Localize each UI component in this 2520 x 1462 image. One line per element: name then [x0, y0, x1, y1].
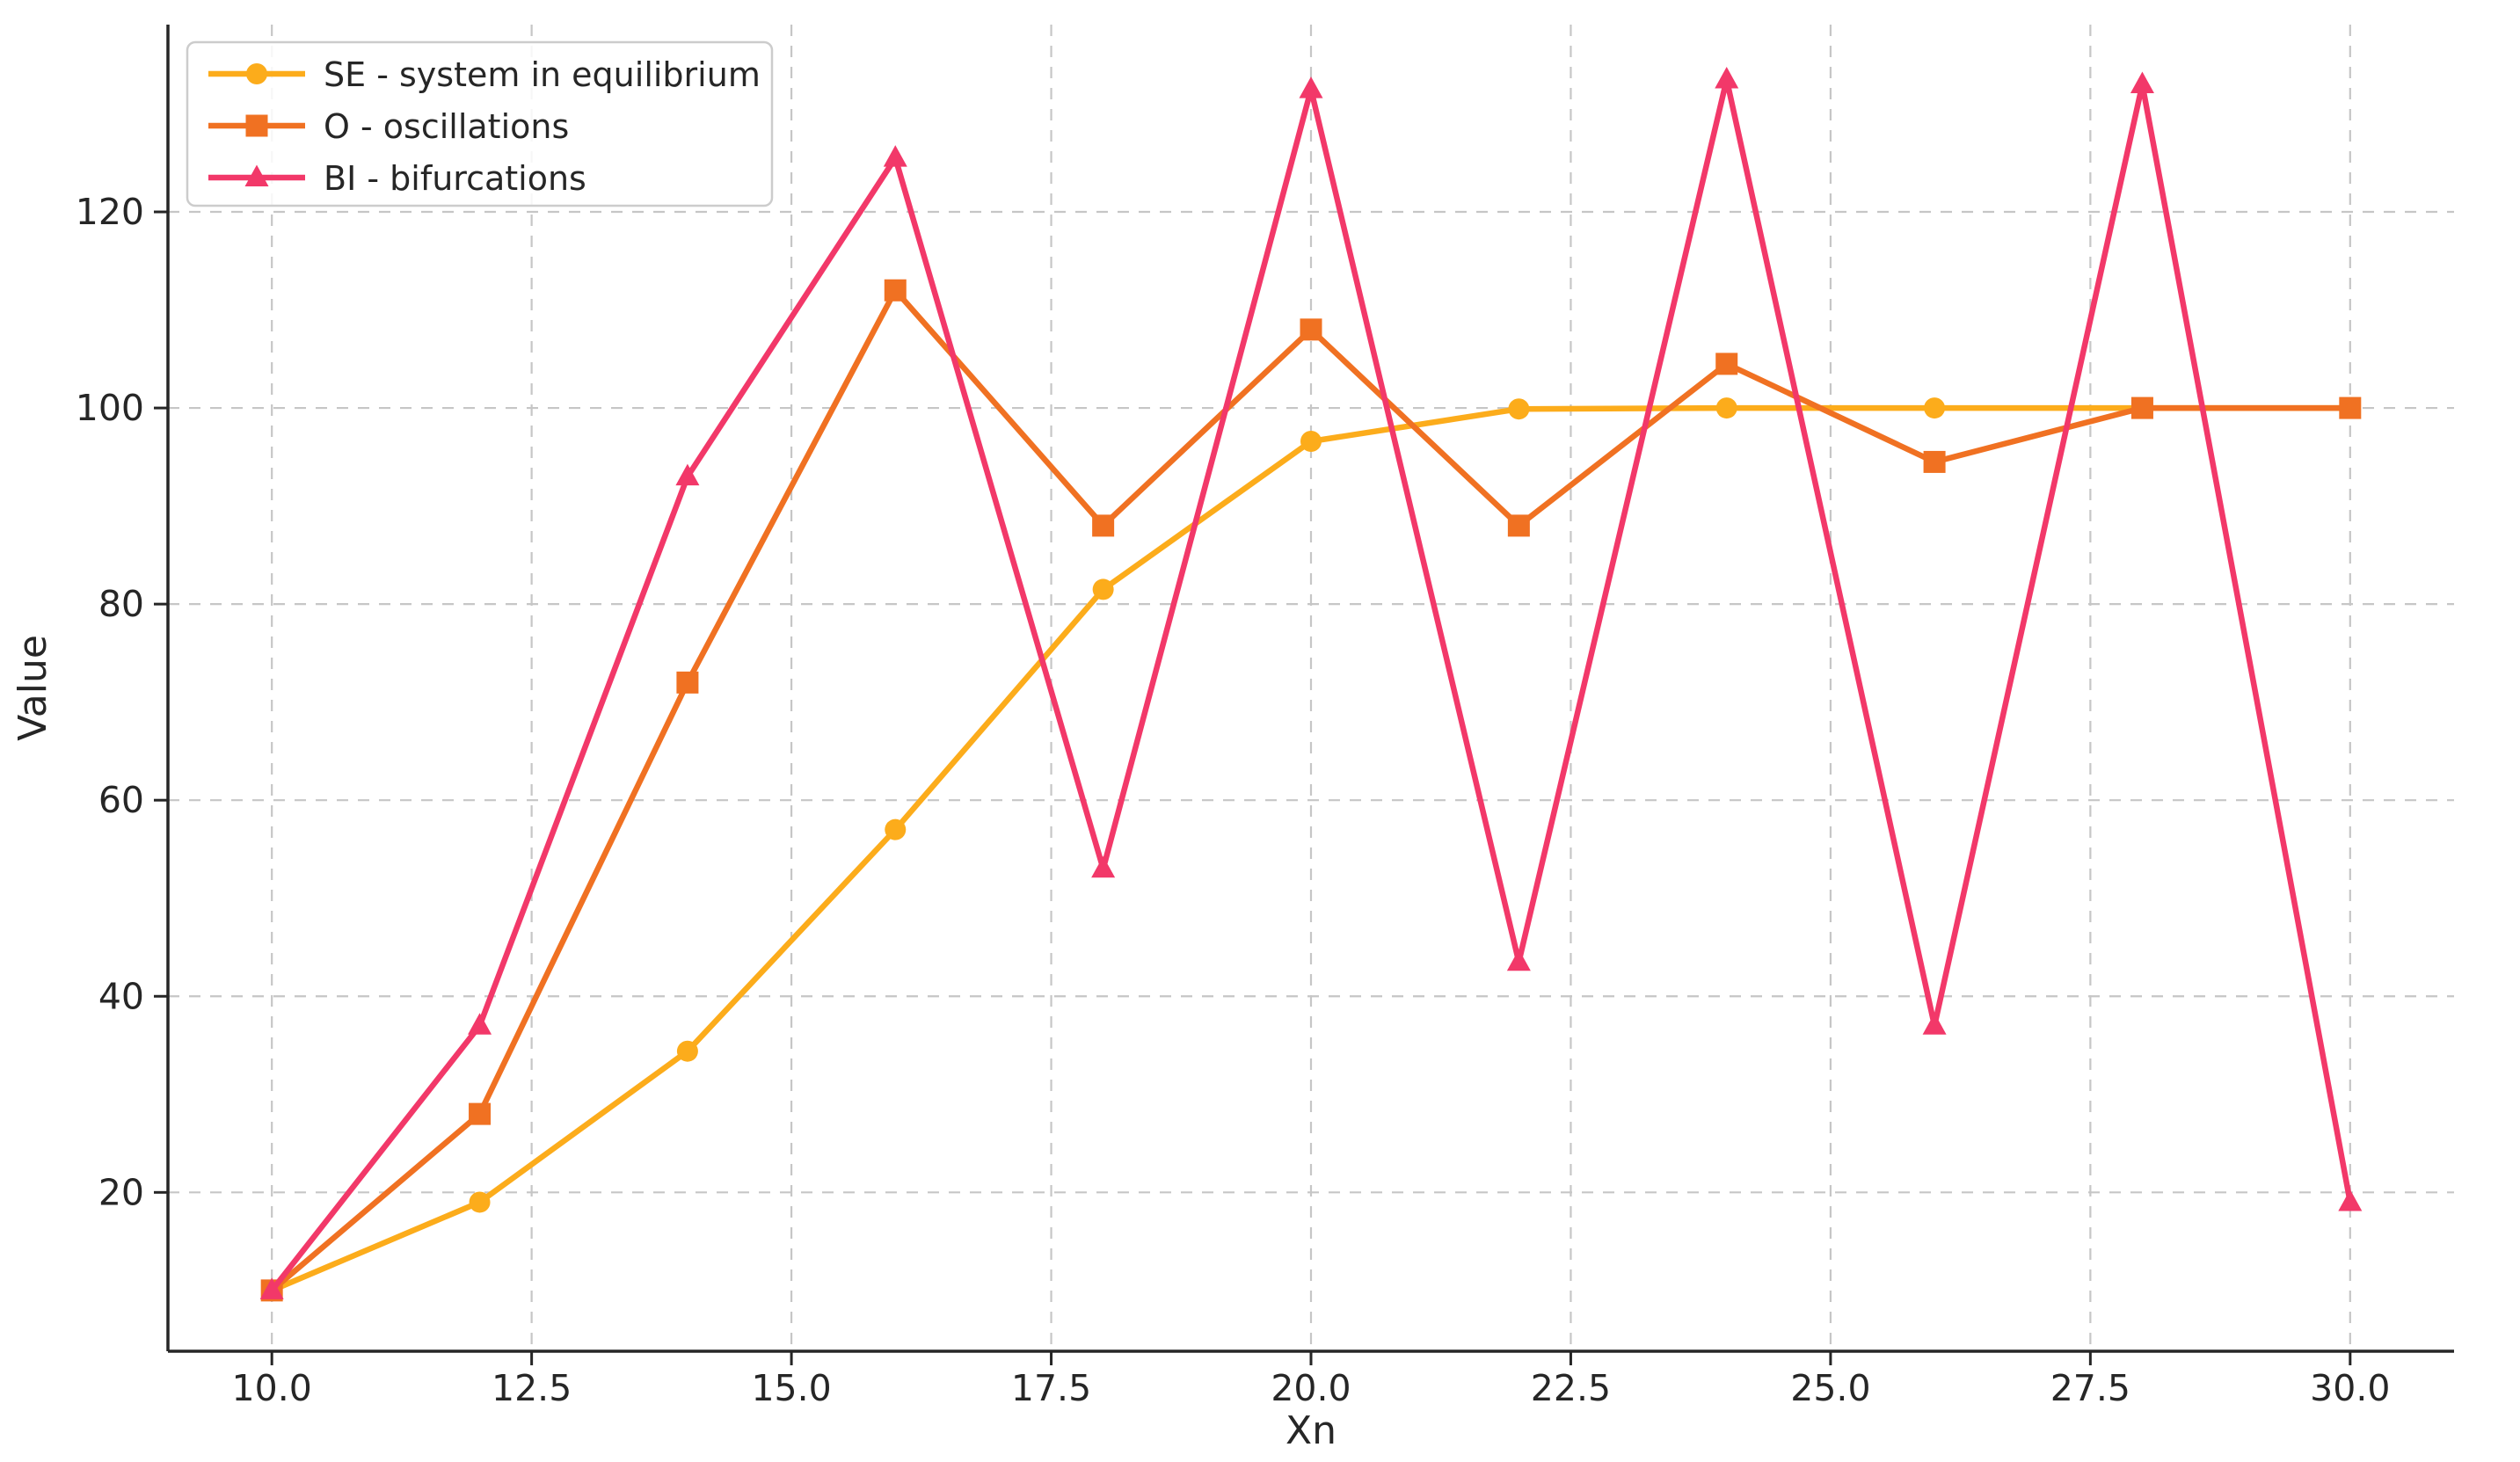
data-point-triangle [2338, 1189, 2363, 1211]
x-tick-label: 27.5 [2050, 1367, 2130, 1409]
legend-item: BI - bifurcations [208, 159, 586, 198]
legend-label: O - oscillations [324, 107, 569, 146]
x-axis-label: Xn [1285, 1408, 1336, 1453]
data-point-triangle [1506, 949, 1531, 971]
x-tick-label: 12.5 [492, 1367, 572, 1409]
data-point-triangle [883, 145, 907, 167]
data-point-circle [1508, 398, 1530, 420]
y-tick-label: 20 [98, 1171, 144, 1213]
data-point-triangle [1299, 76, 1323, 98]
data-point-circle [1715, 397, 1737, 419]
data-point-triangle [675, 463, 700, 486]
data-point-circle [885, 818, 907, 840]
legend-item: SE - system in equilibrium [208, 55, 761, 94]
y-tick-label: 100 [76, 387, 144, 429]
data-point-triangle [1091, 855, 1116, 878]
data-point-circle [246, 63, 267, 84]
legend-label: BI - bifurcations [324, 159, 586, 198]
x-tick-label: 25.0 [1790, 1367, 1870, 1409]
data-point-circle [676, 1040, 698, 1062]
data-point-square [1923, 450, 1946, 473]
y-tick-label: 40 [98, 975, 144, 1017]
data-point-triangle [468, 1013, 492, 1035]
x-tick-label: 10.0 [232, 1367, 312, 1409]
data-point-square [1507, 514, 1530, 537]
data-point-circle [469, 1191, 491, 1213]
y-tick-label: 80 [98, 583, 144, 625]
legend-box [186, 40, 774, 207]
data-point-triangle [244, 164, 269, 186]
data-point-square [1715, 353, 1738, 375]
x-tick-label: 17.5 [1011, 1367, 1091, 1409]
y-axis-label: Value [11, 635, 55, 741]
data-point-triangle [2130, 71, 2154, 94]
data-point-square [469, 1102, 492, 1125]
data-point-square [1300, 318, 1322, 341]
data-point-triangle [1715, 66, 1739, 89]
series-o [260, 279, 2362, 1302]
x-tick-label: 22.5 [1531, 1367, 1611, 1409]
legend-item: O - oscillations [208, 107, 569, 146]
data-point-square [1092, 514, 1115, 537]
legend: SE - system in equilibrium O - oscillatio… [186, 40, 774, 207]
x-tick-label: 20.0 [1271, 1367, 1351, 1409]
data-point-square [884, 279, 907, 302]
y-tick-label: 120 [76, 191, 144, 233]
series-bi [259, 66, 2363, 1299]
data-point-circle [1300, 431, 1322, 453]
data-point-square [676, 671, 699, 694]
data-point-circle [1092, 578, 1114, 600]
x-tick-label: 30.0 [2310, 1367, 2390, 1409]
data-point-triangle [1922, 1013, 1947, 1035]
data-point-square [2130, 396, 2153, 419]
data-point-square [2339, 396, 2362, 419]
data-point-square [245, 114, 268, 137]
legend-label: SE - system in equilibrium [324, 55, 761, 94]
x-tick-label: 15.0 [751, 1367, 831, 1409]
data-point-circle [1924, 397, 1946, 419]
data-point-triangle [259, 1277, 284, 1299]
y-tick-label: 60 [98, 779, 144, 821]
